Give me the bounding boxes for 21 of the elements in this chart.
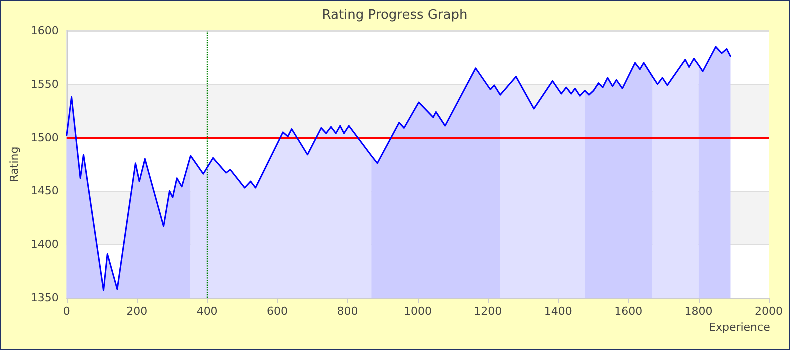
line-series	[66, 46, 732, 292]
x-tick-label: 800	[337, 305, 358, 318]
y-tick-label: 1600	[30, 24, 59, 38]
x-tick-label: 2000	[755, 305, 783, 318]
x-tick-label: 0	[63, 305, 70, 318]
x-tick-label: 1600	[614, 305, 643, 318]
x-tick-label: 1200	[474, 305, 502, 318]
x-tick-label: 1000	[404, 305, 432, 318]
y-axis-title: Rating	[8, 146, 21, 182]
x-axis-title: Experience	[709, 321, 771, 334]
x-tick-label: 600	[267, 305, 288, 318]
x-tick-label: 200	[126, 305, 148, 318]
y-tick-label: 1550	[30, 78, 59, 91]
y-tick-label: 1500	[30, 131, 59, 144]
y-tick-label: 1400	[30, 238, 59, 252]
x-tick-label: 1400	[544, 305, 572, 318]
x-tick-label: 400	[196, 305, 218, 318]
x-tick-label: 1800	[684, 305, 713, 318]
y-tick-label: 1350	[30, 292, 59, 304]
y-tick-label: 1450	[30, 184, 59, 198]
chart-title: Rating Progress Graph	[322, 8, 468, 23]
